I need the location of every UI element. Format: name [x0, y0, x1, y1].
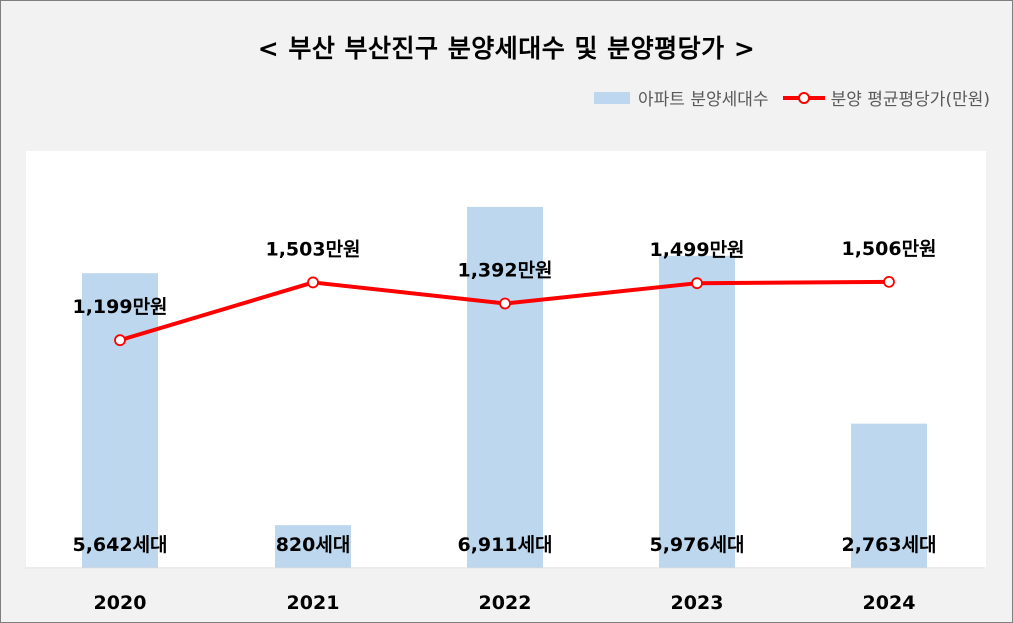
bar-2020 [82, 273, 158, 568]
x-tick-label-2023: 2023 [671, 592, 724, 614]
legend-bar-swatch [594, 91, 631, 104]
line-point-2021 [307, 276, 319, 289]
legend: 아파트 분양세대수 분양 평균평당가(만원) [594, 85, 990, 110]
bar-2023 [659, 255, 735, 568]
line-data-label-2023: 1,499만원 [649, 239, 744, 261]
line-data-label-2020: 1,199만원 [72, 296, 167, 318]
line-data-label-2024: 1,506만원 [841, 238, 936, 260]
legend-item-bar: 아파트 분양세대수 [594, 85, 769, 110]
x-tick-label-2024: 2024 [863, 592, 916, 614]
legend-item-line: 분양 평균평당가(만원) [769, 85, 990, 110]
x-tick-label-2021: 2021 [287, 592, 340, 614]
line-point-2020 [114, 334, 126, 347]
line-point-2024 [883, 275, 895, 288]
bar-data-label-2024: 2,763세대 [841, 534, 936, 556]
line-point-2023 [691, 277, 703, 290]
line-point-2022 [499, 297, 511, 310]
bar-2021 [275, 525, 351, 568]
bar-data-label-2022: 6,911세대 [457, 534, 552, 556]
legend-line-swatch [782, 91, 825, 105]
line-data-label-2022: 1,392만원 [457, 260, 552, 282]
bar-2022 [467, 206, 543, 568]
chart-title: < 부산 부산진구 분양세대수 및 분양평당가 > [257, 34, 756, 63]
bar-2024 [851, 423, 927, 568]
bar-data-label-2020: 5,642세대 [72, 534, 167, 556]
bar-data-label-2021: 820세대 [276, 534, 351, 556]
bar-data-label-2023: 5,976세대 [649, 534, 744, 556]
x-tick-label-2022: 2022 [479, 592, 532, 614]
legend-line-label: 분양 평균평당가(만원) [830, 90, 990, 110]
x-tick-label-2020: 2020 [94, 592, 147, 614]
line-data-label-2021: 1,503만원 [265, 238, 360, 260]
legend-bar-label: 아파트 분양세대수 [638, 90, 769, 110]
